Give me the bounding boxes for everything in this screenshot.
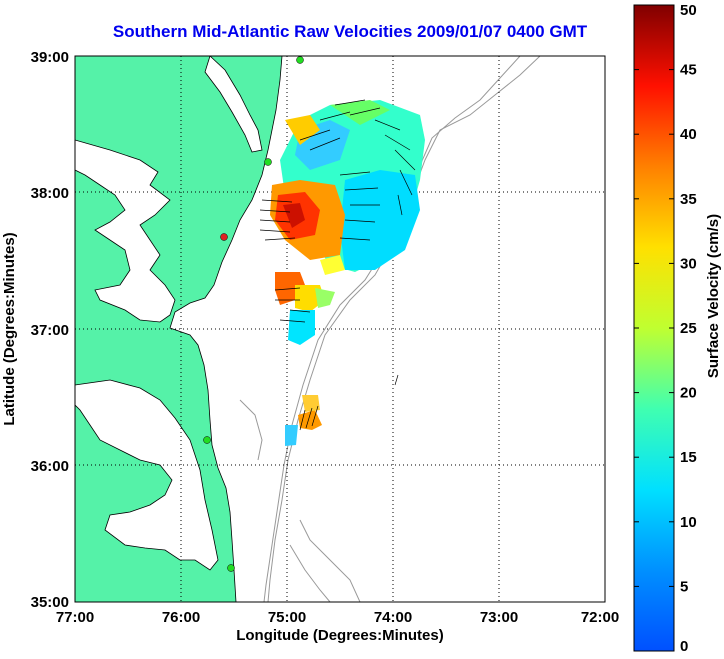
pamlico-sound [75, 379, 219, 571]
x-axis: 77:00 76:00 75:00 74:00 73:00 72:00 Long… [56, 609, 619, 644]
x-tick-label: 72:00 [581, 609, 619, 626]
x-tick-label: 73:00 [480, 609, 518, 626]
delaware-bay [204, 56, 263, 153]
colorbar-tick-label: 5 [680, 578, 688, 595]
colorbar-tick-label: 20 [680, 385, 697, 402]
colorbar-label: Surface Velocity (cm/s) [705, 214, 722, 378]
y-tick-label: 37:00 [31, 322, 69, 339]
station-marker [296, 56, 304, 64]
bathymetry-contours [239, 56, 541, 602]
x-tick-label: 75:00 [268, 609, 306, 626]
station-marker [203, 436, 211, 444]
x-tick-label: 77:00 [56, 609, 94, 626]
y-tick-label: 39:00 [31, 49, 69, 66]
map-title: Southern Mid-Atlantic Raw Velocities 200… [112, 22, 588, 41]
y-axis-label: Latitude (Degrees:Minutes) [1, 232, 18, 425]
colorbar-tick-label: 35 [680, 191, 697, 208]
x-axis-label: Longitude (Degrees:Minutes) [236, 627, 444, 644]
velocity-arrows [259, 99, 416, 431]
colorbar-tick-label: 40 [680, 126, 697, 143]
y-axis: 39:00 38:00 37:00 36:00 35:00 Latitude (… [1, 49, 69, 611]
x-tick-label: 74:00 [374, 609, 412, 626]
colorbar-tick-label: 45 [680, 62, 697, 79]
station-marker-offline [220, 233, 228, 241]
y-tick-label: 35:00 [31, 594, 69, 611]
station-marker [227, 564, 235, 572]
colorbar-tick-label: 30 [680, 255, 697, 272]
colorbar-tick-label: 50 [680, 2, 697, 19]
y-tick-label: 38:00 [31, 185, 69, 202]
radar-stations [203, 56, 304, 572]
colorbar-tick-label: 0 [680, 638, 688, 655]
colorbar-gradient [633, 4, 675, 652]
colorbar-tick-label: 10 [680, 514, 697, 531]
plot-frame [74, 55, 606, 603]
station-marker [264, 158, 272, 166]
colorbar-tick-label: 15 [680, 449, 697, 466]
x-tick-label: 76:00 [162, 609, 200, 626]
y-tick-label: 36:00 [31, 458, 69, 475]
chesapeake-bay [75, 139, 176, 323]
colorbar-tick-label: 25 [680, 320, 697, 337]
